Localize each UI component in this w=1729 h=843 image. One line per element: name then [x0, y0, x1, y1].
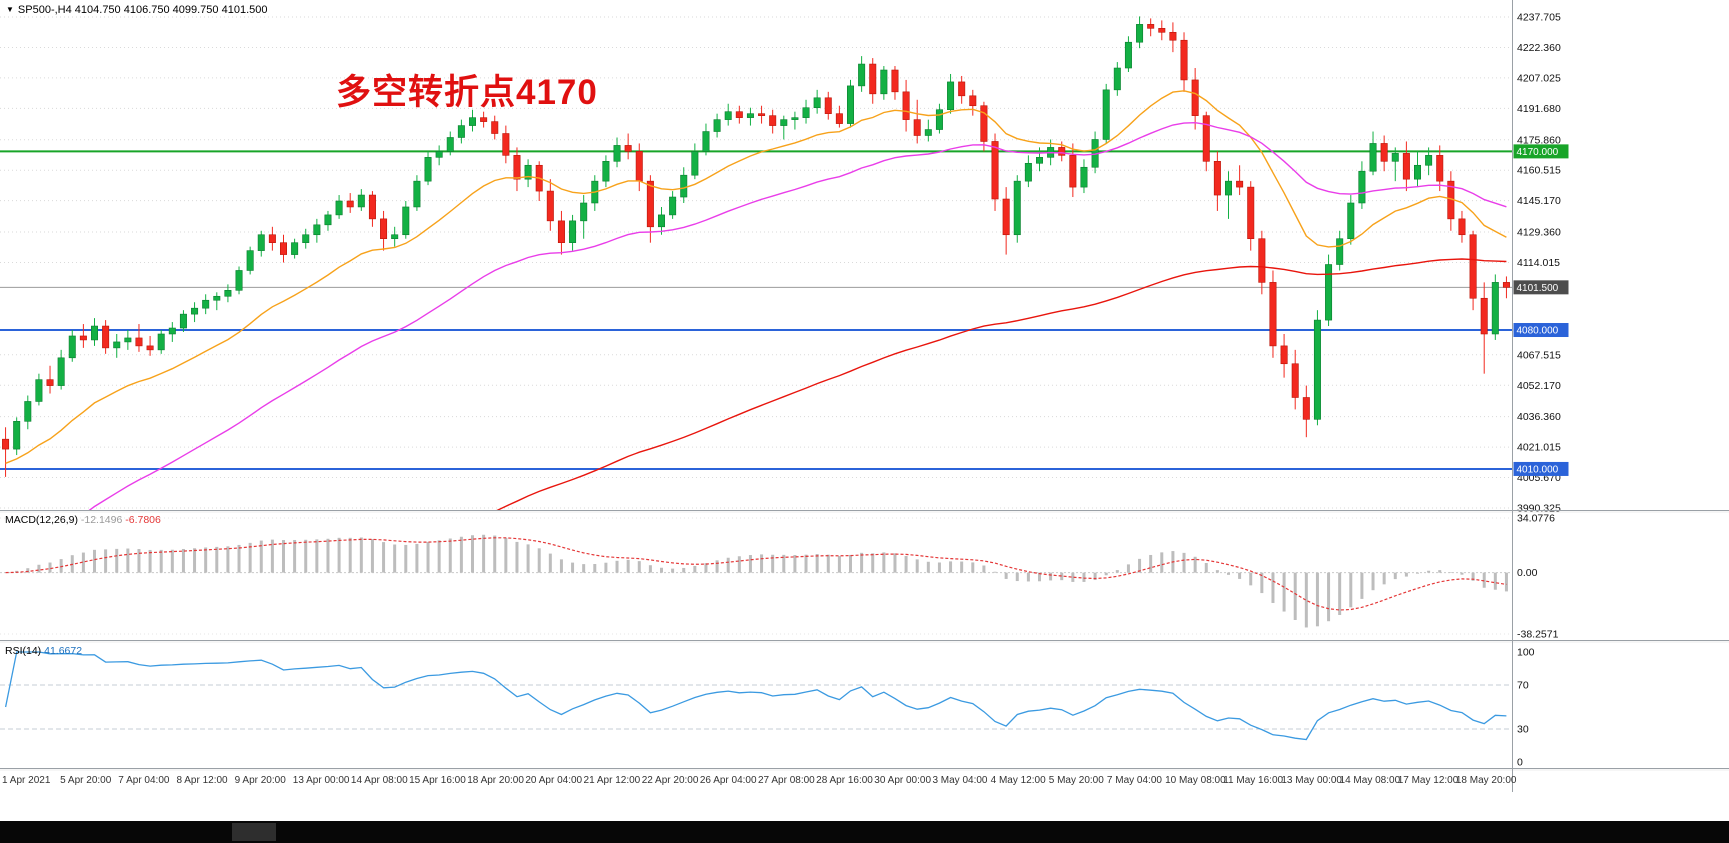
price-axis-tags[interactable]: 4170.000 4080.000 4010.000 4101.500 [1513, 144, 1569, 476]
svg-text:20 Apr 04:00: 20 Apr 04:00 [525, 775, 582, 786]
ma-mid-magenta [88, 121, 1507, 510]
annotation-text: 多空转折点4170 [336, 73, 598, 112]
time-axis: 1 Apr 2021 5 Apr 20:00 7 Apr 04:00 8 Apr 12… [2, 775, 1517, 786]
candlestick-series [2, 16, 1510, 477]
svg-text:4010.000: 4010.000 [1517, 464, 1559, 475]
rsi-label-name: RSI(14) [5, 645, 42, 657]
svg-text:4114.015: 4114.015 [1517, 257, 1560, 269]
svg-text:27 Apr 08:00: 27 Apr 08:00 [758, 775, 815, 786]
svg-text:13 Apr 00:00: 13 Apr 00:00 [293, 775, 350, 786]
macd-label-name: MACD(12,26,9) [5, 514, 78, 526]
price-tag-4080.000[interactable]: 4080.000 [1513, 323, 1569, 338]
svg-text:30 Apr 00:00: 30 Apr 00:00 [874, 775, 931, 786]
svg-text:11 May 16:00: 11 May 16:00 [1223, 775, 1283, 786]
price-tag-4010.000[interactable]: 4010.000 [1513, 461, 1569, 476]
svg-text:1 Apr 2021: 1 Apr 2021 [2, 775, 51, 786]
svg-text:10 May 08:00: 10 May 08:00 [1165, 775, 1226, 786]
svg-text:14 Apr 08:00: 14 Apr 08:00 [351, 775, 408, 786]
svg-text:0.00: 0.00 [1517, 567, 1538, 579]
svg-text:15 Apr 16:00: 15 Apr 16:00 [409, 775, 466, 786]
rsi-value: 41.6672 [44, 645, 83, 657]
svg-text:22 Apr 20:00: 22 Apr 20:00 [642, 775, 699, 786]
svg-text:8 Apr 12:00: 8 Apr 12:00 [176, 775, 228, 786]
svg-text:4145.170: 4145.170 [1517, 195, 1561, 207]
svg-text:34.0776: 34.0776 [1517, 513, 1555, 525]
macd-signal-line [5, 537, 1507, 611]
rsi-indicator-label: RSI(14) 41.6672 [5, 645, 82, 657]
svg-text:100: 100 [1517, 647, 1535, 659]
price-tag-4101.500[interactable]: 4101.500 [1513, 280, 1569, 295]
svg-text:4080.000: 4080.000 [1517, 326, 1559, 337]
macd-indicator-label: MACD(12,26,9) -12.1496 -6.7806 [5, 514, 161, 526]
svg-text:7 May 04:00: 7 May 04:00 [1107, 775, 1162, 786]
svg-text:4 May 12:00: 4 May 12:00 [991, 775, 1046, 786]
macd-signal-value: -6.7806 [125, 514, 161, 526]
svg-text:26 Apr 04:00: 26 Apr 04:00 [700, 775, 757, 786]
svg-text:4237.705: 4237.705 [1517, 12, 1561, 24]
ma-slow-red [496, 258, 1507, 510]
svg-text:13 May 00:00: 13 May 00:00 [1281, 775, 1342, 786]
macd-main-value: -12.1496 [80, 514, 123, 526]
chart-symbol-icon: ▼ [6, 5, 14, 14]
taskbar-item[interactable] [232, 823, 276, 841]
rsi-line [4, 651, 1507, 741]
svg-text:14 May 08:00: 14 May 08:00 [1340, 775, 1401, 786]
svg-text:4129.360: 4129.360 [1517, 227, 1561, 239]
svg-text:21 Apr 12:00: 21 Apr 12:00 [584, 775, 641, 786]
svg-text:4207.025: 4207.025 [1517, 72, 1561, 84]
macd-histogram [15, 534, 1508, 628]
svg-text:4021.015: 4021.015 [1517, 442, 1561, 454]
svg-text:70: 70 [1517, 680, 1529, 692]
svg-text:4170.000: 4170.000 [1517, 147, 1559, 158]
price-gridlines: 4237.705 4222.360 4207.025 4191.680 4175.860… [0, 12, 1561, 515]
svg-text:-38.2571: -38.2571 [1517, 629, 1559, 641]
svg-text:7 Apr 04:00: 7 Apr 04:00 [118, 775, 170, 786]
svg-text:4191.680: 4191.680 [1517, 103, 1561, 115]
ma-fast-orange [5, 90, 1507, 464]
taskbar[interactable] [0, 821, 1729, 843]
svg-text:9 Apr 20:00: 9 Apr 20:00 [235, 775, 287, 786]
svg-text:18 Apr 20:00: 18 Apr 20:00 [467, 775, 524, 786]
svg-text:4222.360: 4222.360 [1517, 42, 1561, 54]
svg-text:5 Apr 20:00: 5 Apr 20:00 [60, 775, 112, 786]
svg-text:3 May 04:00: 3 May 04:00 [932, 775, 987, 786]
symbol-header: ▼ SP500-,H4 4104.750 4106.750 4099.750 41… [6, 4, 267, 16]
svg-text:4101.500: 4101.500 [1517, 283, 1559, 294]
svg-text:4175.860: 4175.860 [1517, 134, 1561, 146]
svg-text:5 May 20:00: 5 May 20:00 [1049, 775, 1104, 786]
svg-text:18 May 20:00: 18 May 20:00 [1456, 775, 1517, 786]
symbol-ohlc-text: SP500-,H4 4104.750 4106.750 4099.750 410… [17, 4, 268, 16]
svg-text:30: 30 [1517, 724, 1529, 736]
svg-text:4067.515: 4067.515 [1517, 349, 1561, 361]
svg-text:0: 0 [1517, 757, 1523, 769]
svg-text:4160.515: 4160.515 [1517, 165, 1561, 177]
horizontal-level-lines[interactable] [0, 150, 1512, 470]
svg-text:17 May 12:00: 17 May 12:00 [1398, 775, 1459, 786]
svg-text:4052.170: 4052.170 [1517, 380, 1561, 392]
svg-text:28 Apr 16:00: 28 Apr 16:00 [816, 775, 873, 786]
svg-text:4036.360: 4036.360 [1517, 411, 1561, 423]
price-tag-4170.000[interactable]: 4170.000 [1513, 144, 1569, 159]
